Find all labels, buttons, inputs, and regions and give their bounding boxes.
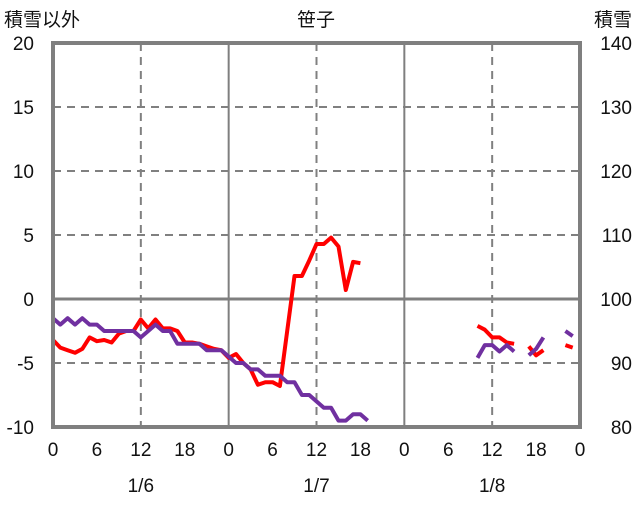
x-tick: 6 xyxy=(267,440,278,461)
y-left-tick: -5 xyxy=(17,354,34,375)
y-right-tick: 80 xyxy=(611,418,632,439)
y-left-tick: 0 xyxy=(23,290,34,311)
y-left-tick: 5 xyxy=(23,226,34,247)
left-axis-title: 積雪以外 xyxy=(4,9,80,31)
x-tick: 18 xyxy=(174,440,195,461)
y-right-tick: 100 xyxy=(600,290,632,311)
y-right-tick: 140 xyxy=(600,34,632,55)
series-line-snow-depth xyxy=(51,316,574,423)
y-right-tick: 110 xyxy=(602,226,632,247)
x-tick: 12 xyxy=(130,440,151,461)
x-tick: 18 xyxy=(526,440,547,461)
series-line-temperature xyxy=(51,235,574,388)
x-tick: 6 xyxy=(92,440,103,461)
x-tick: 0 xyxy=(399,440,410,461)
x-tick: 0 xyxy=(223,440,234,461)
date-label: 1/7 xyxy=(303,476,329,497)
y-left-tick: 10 xyxy=(13,162,34,183)
x-tick: 0 xyxy=(575,440,586,461)
y-right-tick: 120 xyxy=(600,162,632,183)
x-tick: 12 xyxy=(482,440,503,461)
right-axis-title: 積雪 xyxy=(594,9,632,31)
x-tick: 6 xyxy=(443,440,454,461)
y-right-tick: 130 xyxy=(600,98,632,119)
x-tick: 12 xyxy=(306,440,327,461)
y-left-tick: -10 xyxy=(7,418,34,439)
x-tick: 18 xyxy=(350,440,371,461)
chart-title: 笹子 xyxy=(297,9,335,31)
plot-frame xyxy=(51,41,582,429)
date-label: 1/8 xyxy=(479,476,505,497)
date-label: 1/6 xyxy=(128,476,154,497)
y-left-tick: 15 xyxy=(13,98,34,119)
y-right-tick: 90 xyxy=(611,354,632,375)
y-left-tick: 20 xyxy=(13,34,34,55)
x-tick: 0 xyxy=(48,440,59,461)
